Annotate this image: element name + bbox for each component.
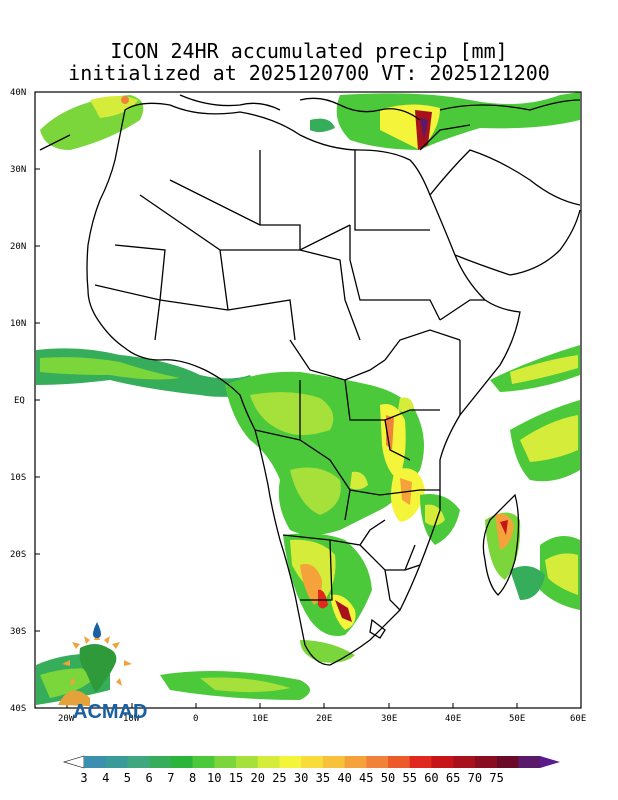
coastlines bbox=[39, 94, 581, 666]
sun-rays-icon bbox=[62, 632, 132, 686]
colorbar-label: 20 bbox=[250, 771, 264, 785]
raindrop-icon bbox=[93, 622, 101, 638]
colorbar-swatch bbox=[301, 756, 324, 768]
colorbar-swatch bbox=[84, 756, 107, 768]
colorbar-label: 25 bbox=[272, 771, 286, 785]
colorbar-swatch bbox=[496, 756, 519, 768]
colorbar-label: 75 bbox=[489, 771, 503, 785]
colorbar-swatch bbox=[518, 756, 541, 768]
colorbar-swatch bbox=[431, 756, 454, 768]
lon-tick-label: 40E bbox=[445, 714, 461, 724]
lon-tick-label: 20E bbox=[316, 714, 332, 724]
lat-tick-label: 30N bbox=[10, 165, 26, 175]
colorbar-swatch bbox=[344, 756, 367, 768]
colorbar-swatch bbox=[170, 756, 193, 768]
colorbar-swatch bbox=[257, 756, 280, 768]
colorbar-label: 5 bbox=[124, 771, 131, 785]
colorbar-label: 70 bbox=[468, 771, 482, 785]
colorbar-label: 55 bbox=[402, 771, 416, 785]
lat-tick-label: EQ bbox=[14, 396, 25, 406]
colorbar-swatch bbox=[409, 756, 432, 768]
lat-tick-label: 10S bbox=[10, 473, 26, 483]
colorbar-swatch bbox=[279, 756, 302, 768]
colorbar: 3 4 5 6 7 8 10 15 20 25 30 35 40 45 50 55 60 65 70 75 bbox=[62, 755, 560, 785]
lat-tick-label: 40S bbox=[10, 704, 26, 714]
colorbar-swatch bbox=[214, 756, 237, 768]
lon-tick-label: 0 bbox=[193, 714, 198, 724]
colorbar-label: 30 bbox=[294, 771, 308, 785]
colorbar-swatch bbox=[474, 756, 497, 768]
colorbar-label: 45 bbox=[359, 771, 373, 785]
colorbar-swatch bbox=[105, 756, 128, 768]
lat-tick-label: 20S bbox=[10, 550, 26, 560]
lat-tick-label: 20N bbox=[10, 242, 26, 252]
colorbar-label: 40 bbox=[337, 771, 351, 785]
colorbar-label: 35 bbox=[316, 771, 330, 785]
colorbar-label: 65 bbox=[446, 771, 460, 785]
map-title-line1: ICON 24HR accumulated precip [mm] bbox=[110, 39, 508, 63]
lon-tick-label: 20W bbox=[58, 714, 75, 724]
africa-map-icon bbox=[79, 644, 117, 692]
lat-tick-label: 30S bbox=[10, 627, 26, 637]
colorbar-label: 4 bbox=[102, 771, 109, 785]
colorbar-label: 50 bbox=[381, 771, 395, 785]
lon-tick-label: 60E bbox=[570, 714, 586, 724]
colorbar-label: 60 bbox=[424, 771, 438, 785]
colorbar-label: 8 bbox=[189, 771, 196, 785]
colorbar-swatch bbox=[149, 756, 172, 768]
dune-icon bbox=[58, 690, 90, 706]
colorbar-label: 15 bbox=[229, 771, 243, 785]
precip-field bbox=[36, 92, 580, 705]
lon-tick-label: 30E bbox=[381, 714, 397, 724]
colorbar-swatch bbox=[127, 756, 150, 768]
colorbar-over-arrow bbox=[540, 756, 560, 768]
colorbar-swatch bbox=[366, 756, 389, 768]
lat-tick-label: 40N bbox=[10, 88, 26, 98]
colorbar-swatch bbox=[322, 756, 345, 768]
map-title-line2: initialized at 2025120700 VT: 2025121200 bbox=[68, 61, 550, 85]
lat-axis bbox=[35, 91, 40, 709]
lat-tick-label: 10N bbox=[10, 319, 26, 329]
acmad-logo: ACMAD bbox=[58, 622, 147, 723]
colorbar-swatch bbox=[453, 756, 476, 768]
colorbar-label: 7 bbox=[167, 771, 174, 785]
colorbar-swatch bbox=[388, 756, 411, 768]
colorbar-label: 10 bbox=[207, 771, 221, 785]
lon-tick-label: 10E bbox=[252, 714, 268, 724]
colorbar-label: 3 bbox=[80, 771, 87, 785]
colorbar-label: 6 bbox=[146, 771, 153, 785]
colorbar-swatch bbox=[192, 756, 215, 768]
colorbar-under-arrow bbox=[62, 755, 85, 769]
lon-tick-label: 50E bbox=[509, 714, 525, 724]
colorbar-swatch bbox=[236, 756, 259, 768]
lon-tick-label: 10W bbox=[123, 714, 140, 724]
logo-text: ACMAD bbox=[73, 701, 147, 723]
